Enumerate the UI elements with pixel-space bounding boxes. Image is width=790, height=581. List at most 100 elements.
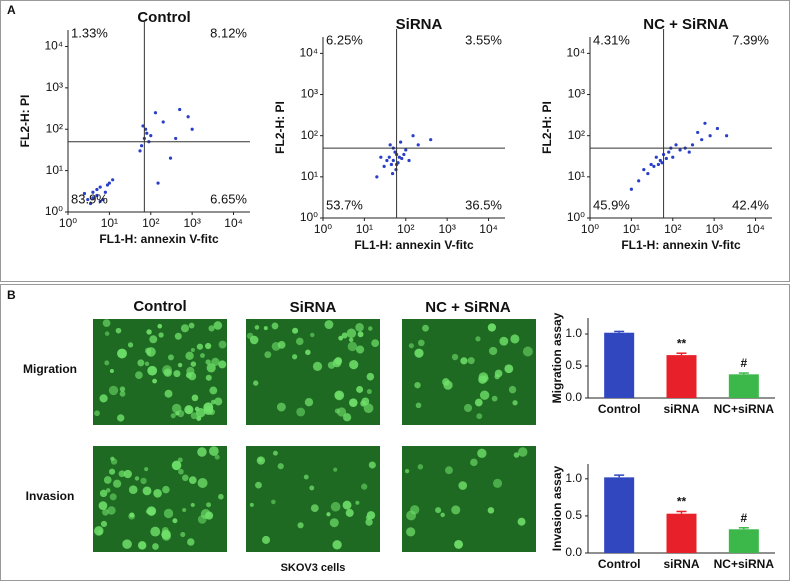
y-tick-label: 10⁴: [299, 46, 318, 60]
cell: [309, 485, 315, 491]
x-tick-label: NC+siRNA: [714, 402, 775, 416]
cell: [357, 331, 364, 338]
cell: [137, 359, 145, 367]
cell: [209, 386, 218, 395]
cell: [346, 328, 357, 339]
point: [387, 155, 391, 159]
y-axis-label: FL2-H: PI: [18, 95, 32, 148]
cell: [443, 380, 453, 390]
x-tick-label: 10¹: [623, 222, 640, 236]
point: [687, 150, 691, 154]
point: [642, 167, 646, 172]
cell: [337, 407, 347, 417]
cell: [297, 522, 304, 529]
cell: [188, 476, 197, 484]
cell: [123, 469, 132, 479]
quadrant-label: 7.39%: [732, 32, 769, 47]
point: [101, 197, 105, 202]
y-tick-label: 10⁰: [300, 210, 318, 224]
cell: [417, 464, 424, 470]
point: [649, 162, 653, 167]
cell: [174, 332, 182, 340]
cell: [171, 403, 182, 414]
image-column-label: SiRNA: [290, 299, 337, 316]
cell: [258, 457, 263, 462]
cell: [144, 361, 150, 366]
cell: [214, 454, 220, 460]
annotation: **: [677, 336, 687, 350]
cell: [410, 505, 420, 515]
point: [161, 120, 165, 124]
point: [190, 127, 194, 131]
cell: [296, 407, 306, 417]
cell: [332, 540, 342, 550]
point: [379, 155, 383, 159]
point: [690, 143, 695, 147]
cell: [366, 372, 375, 381]
y-axis-label: Migration assay: [550, 312, 564, 403]
point: [82, 191, 87, 196]
point: [174, 136, 178, 141]
cell: [347, 341, 358, 352]
cell: [310, 332, 315, 338]
y-tick-label: 10⁰: [45, 204, 63, 218]
point: [696, 130, 700, 135]
cell: [504, 364, 514, 374]
cell: [185, 351, 194, 361]
cell: [406, 527, 416, 537]
cell: [512, 400, 518, 406]
cell: [271, 499, 276, 505]
quadrant-label: 3.55%: [465, 32, 502, 47]
x-tick-label: 10¹: [356, 222, 373, 236]
quadrant-label: 42.4%: [732, 197, 769, 212]
point: [98, 185, 102, 189]
x-tick-label: 10²: [142, 216, 159, 230]
x-tick-label: siRNA: [663, 557, 699, 571]
point: [139, 144, 144, 148]
cell: [264, 351, 272, 359]
cell: [122, 539, 132, 549]
point: [388, 143, 392, 147]
cell: [103, 476, 112, 484]
cell: [206, 502, 212, 508]
cell: [105, 488, 111, 493]
cell: [363, 403, 374, 414]
point: [652, 164, 656, 168]
cell: [180, 532, 186, 538]
cell: [482, 375, 489, 382]
cell: [191, 394, 199, 402]
cell: [355, 323, 364, 332]
y-tick-label: 10²: [301, 128, 318, 142]
cell: [218, 360, 227, 369]
cell: [341, 332, 348, 339]
cell: [104, 360, 110, 366]
quadrant-label: 1.33%: [71, 25, 108, 40]
point: [98, 199, 102, 204]
point: [397, 155, 401, 159]
chart-title: NC + SiRNA: [643, 16, 729, 33]
quadrant-label: 36.5%: [465, 197, 502, 212]
point: [660, 161, 664, 165]
cell: [371, 339, 380, 348]
cell: [134, 476, 140, 481]
cell: [272, 450, 278, 456]
point: [637, 179, 641, 183]
cell: [349, 360, 359, 370]
cell: [107, 506, 116, 515]
y-tick-label: 10¹: [568, 169, 585, 183]
cell: [262, 535, 271, 544]
point: [394, 167, 398, 172]
cell: [454, 539, 464, 549]
x-tick-label: Control: [598, 557, 641, 571]
x-tick-label: 10⁰: [314, 222, 332, 236]
point: [629, 187, 633, 191]
cell: [405, 469, 410, 474]
cell: [177, 362, 183, 368]
cell: [188, 322, 195, 329]
cell: [190, 502, 195, 508]
cell: [108, 385, 119, 396]
cell: [277, 463, 284, 470]
cell: [255, 481, 262, 489]
point: [382, 164, 386, 168]
